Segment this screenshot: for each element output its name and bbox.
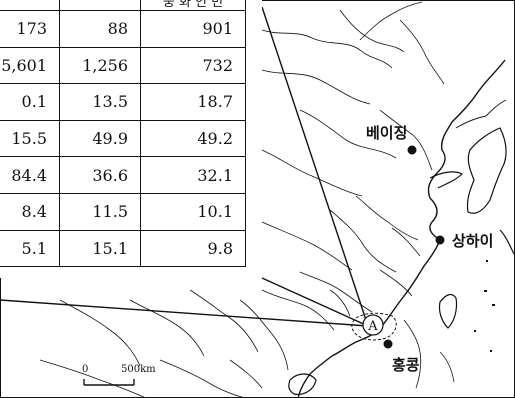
japan-coast <box>499 229 515 255</box>
table-cell: 32.1 <box>140 156 246 194</box>
table-header-row: 중 화 인 민 <box>0 0 246 11</box>
table-cell: 18.7 <box>140 83 246 121</box>
table-cell: 13.5 <box>59 83 141 121</box>
table-cell: 0.1 <box>0 83 60 121</box>
table-row: 0.1 13.5 18.7 <box>0 83 246 121</box>
region-a-outline <box>351 312 397 341</box>
region-a-marker: A <box>362 314 384 336</box>
region-a-label: A <box>367 319 378 334</box>
table-cell: 901 <box>140 10 246 48</box>
statistics-table-panel: 중 화 인 민 173 88 901 5,601 1,256 732 0.1 1… <box>0 0 262 278</box>
hongkong-label: 홍콩 <box>392 356 420 374</box>
hainan-island <box>288 373 317 395</box>
scale-zero-label: 0 <box>82 364 89 375</box>
table-row: 8.4 11.5 10.1 <box>0 192 246 231</box>
beijing-point <box>407 145 417 155</box>
scale-bar <box>83 379 135 386</box>
table-cell: 15.5 <box>0 119 60 158</box>
table-cell: 5.1 <box>0 229 60 268</box>
table-cell: 88 <box>59 10 141 48</box>
table-cell: 10.1 <box>140 192 246 231</box>
table-cell: 15.1 <box>59 229 141 268</box>
province-borders <box>39 1 455 398</box>
table-cell: 732 <box>140 46 246 85</box>
scale-unit: km <box>140 364 156 375</box>
table-header-cell <box>0 0 60 11</box>
shandong-peninsula <box>429 171 464 189</box>
scale-max-value: 500 <box>121 364 141 375</box>
table-header-cell: 중 화 인 민 <box>140 0 246 11</box>
statistics-table: 중 화 인 민 173 88 901 5,601 1,256 732 0.1 1… <box>0 0 246 268</box>
table-cell: 36.6 <box>59 156 141 194</box>
table-cell: 1,256 <box>59 46 141 85</box>
table-row: 5,601 1,256 732 <box>0 46 246 85</box>
table-row: 15.5 49.9 49.2 <box>0 119 246 158</box>
island-dots <box>474 260 495 352</box>
korea-border <box>455 99 507 129</box>
coastline <box>297 59 506 398</box>
table-cell: 49.9 <box>59 119 141 158</box>
shanghai-point <box>435 235 445 245</box>
table-cell: 9.8 <box>140 229 246 268</box>
table-row: 5.1 15.1 9.8 <box>0 229 246 268</box>
table-row: 173 88 901 <box>0 10 246 48</box>
beijing-label: 베이징 <box>366 124 408 142</box>
table-cell: 173 <box>0 10 60 48</box>
taiwan-island <box>438 293 458 329</box>
table-cell: 8.4 <box>0 192 60 231</box>
hongkong-point <box>383 339 393 349</box>
scale-max-label: 500km <box>121 364 156 375</box>
table-cell: 11.5 <box>59 192 141 231</box>
korean-peninsula <box>466 127 507 214</box>
table-cell: 84.4 <box>0 156 60 194</box>
table-cell: 49.2 <box>140 119 246 158</box>
callout-lines <box>0 6 369 327</box>
table-header-cell <box>59 0 141 11</box>
table-row: 84.4 36.6 32.1 <box>0 156 246 194</box>
shanghai-label: 상하이 <box>452 232 494 250</box>
table-cell: 5,601 <box>0 46 60 85</box>
